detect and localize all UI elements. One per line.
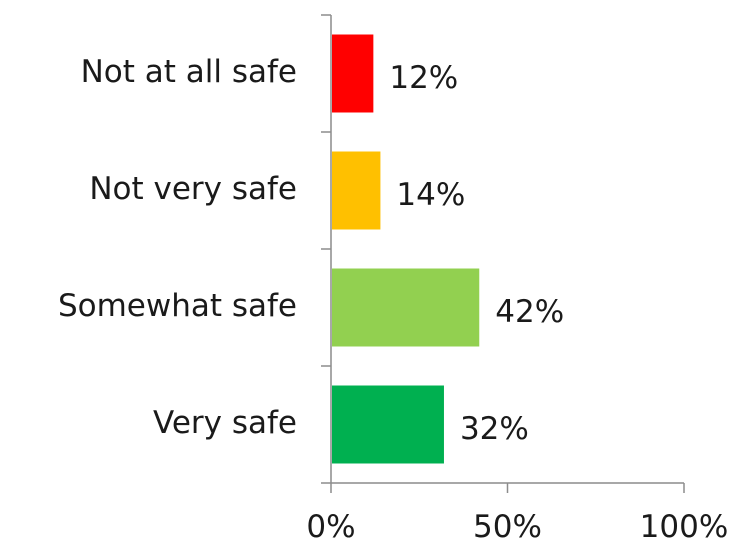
labels: 0% 50% 100% Not at all safe 12% Not very safe… [58, 54, 728, 545]
category-label: Very safe [153, 405, 297, 441]
bar [332, 34, 374, 113]
data-label: 14% [396, 177, 465, 213]
x-tick-label: 100% [640, 509, 729, 545]
bar [332, 151, 381, 230]
x-tick-label: 50% [473, 509, 542, 545]
axes [321, 14, 685, 493]
x-tick-label: 0% [306, 509, 355, 545]
bar [332, 385, 444, 464]
data-label: 42% [495, 294, 564, 330]
data-label: 12% [389, 60, 458, 96]
data-label: 32% [460, 411, 529, 447]
category-label: Not very safe [89, 171, 297, 207]
category-label: Not at all safe [81, 54, 297, 90]
bars [332, 34, 480, 464]
category-label: Somewhat safe [58, 288, 297, 324]
bar [332, 268, 480, 347]
